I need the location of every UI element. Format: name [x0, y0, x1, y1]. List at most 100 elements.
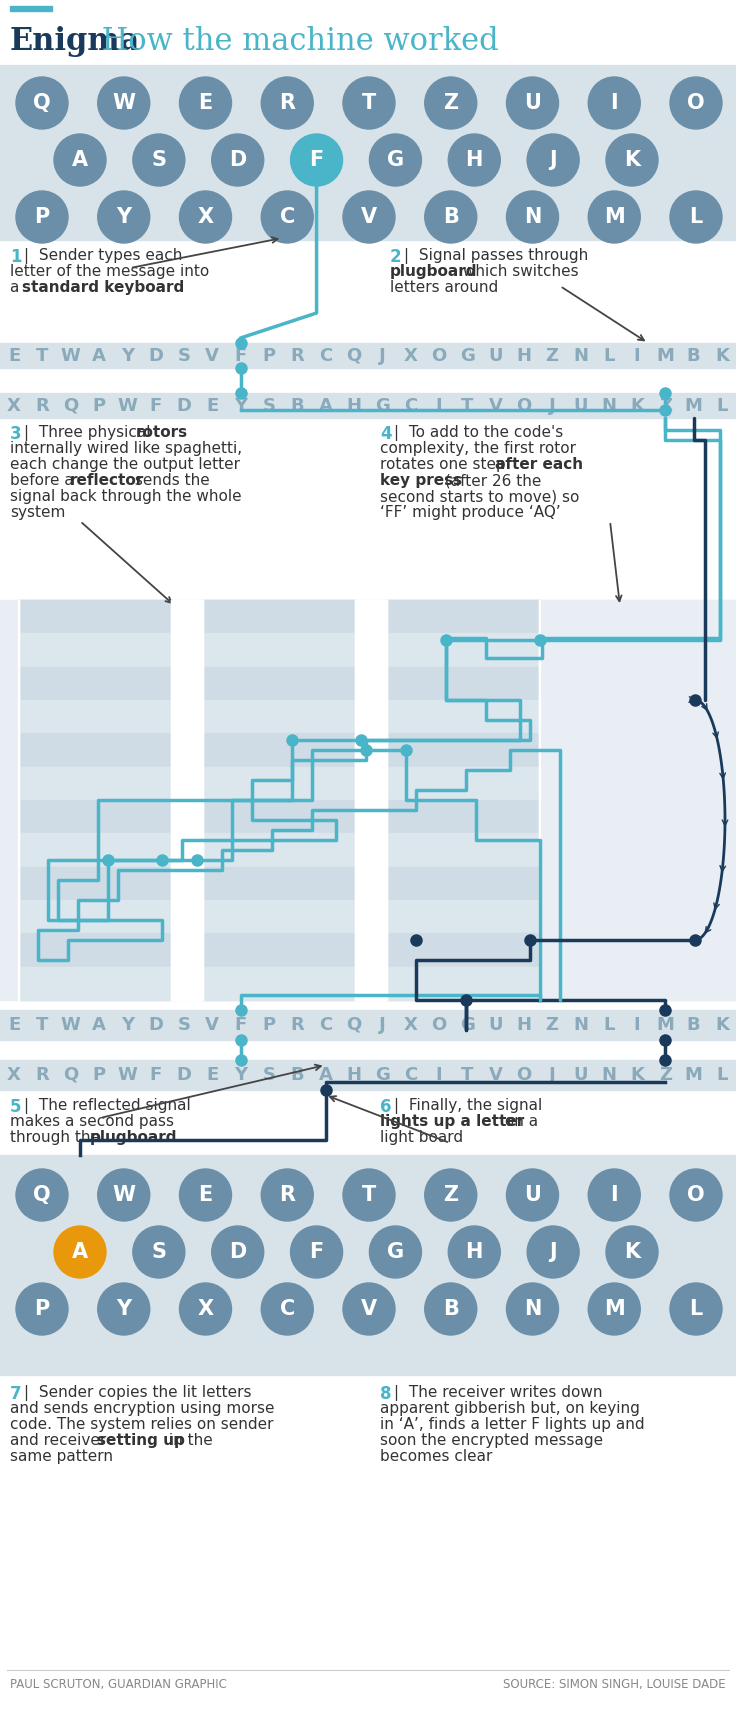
- Bar: [202, 734, 356, 766]
- Text: apparent gibberish but, on keying: apparent gibberish but, on keying: [380, 1402, 640, 1415]
- Text: P: P: [93, 397, 105, 414]
- Text: M: M: [604, 207, 625, 228]
- Bar: [202, 734, 356, 766]
- Text: U: U: [488, 1017, 503, 1034]
- Text: plugboard: plugboard: [390, 264, 478, 280]
- Text: O: O: [516, 397, 531, 414]
- Text: J: J: [549, 1243, 557, 1262]
- Circle shape: [506, 1282, 559, 1334]
- Text: W: W: [60, 1017, 80, 1034]
- Text: T: T: [36, 1017, 49, 1034]
- Text: N: N: [524, 1300, 541, 1319]
- Text: G: G: [375, 1067, 389, 1084]
- Text: N: N: [524, 207, 541, 228]
- Text: P: P: [93, 1067, 105, 1084]
- Text: D: D: [229, 1243, 247, 1262]
- Circle shape: [16, 1169, 68, 1220]
- Text: |  Finally, the signal: | Finally, the signal: [394, 1098, 542, 1113]
- Text: PAUL SCRUTON, GUARDIAN GRAPHIC: PAUL SCRUTON, GUARDIAN GRAPHIC: [10, 1678, 227, 1691]
- Bar: [386, 734, 540, 766]
- Bar: [171, 601, 172, 999]
- Circle shape: [670, 1169, 722, 1220]
- Text: I: I: [634, 1017, 640, 1034]
- Bar: [386, 601, 387, 999]
- Text: T: T: [36, 347, 49, 364]
- Bar: [202, 934, 356, 967]
- Text: K: K: [630, 1067, 644, 1084]
- Circle shape: [448, 1225, 500, 1277]
- Text: X: X: [7, 397, 21, 414]
- Text: F: F: [235, 1017, 247, 1034]
- Text: V: V: [489, 1067, 503, 1084]
- Text: J: J: [549, 397, 556, 414]
- Text: I: I: [436, 397, 442, 414]
- Text: T: T: [461, 1067, 473, 1084]
- Circle shape: [425, 78, 477, 129]
- Text: I: I: [436, 1067, 442, 1084]
- Circle shape: [16, 192, 68, 243]
- Bar: [202, 633, 356, 666]
- Bar: [386, 633, 540, 666]
- Text: O: O: [687, 93, 705, 112]
- Text: A: A: [92, 347, 106, 364]
- Text: Enigma: Enigma: [10, 26, 141, 57]
- Text: |  To add to the code's: | To add to the code's: [394, 425, 563, 442]
- Text: U: U: [524, 1186, 541, 1205]
- Text: J: J: [379, 1017, 386, 1034]
- Circle shape: [261, 192, 314, 243]
- Circle shape: [606, 135, 658, 186]
- Text: D: D: [177, 397, 191, 414]
- Bar: [202, 701, 356, 734]
- Bar: [0, 1010, 736, 1041]
- Text: S: S: [177, 347, 191, 364]
- Text: Y: Y: [234, 397, 247, 414]
- Text: F: F: [235, 347, 247, 364]
- Text: K: K: [630, 397, 644, 414]
- Text: before a: before a: [10, 473, 79, 488]
- Text: G: G: [387, 1243, 404, 1262]
- Text: lights up a letter: lights up a letter: [380, 1113, 524, 1129]
- Text: W: W: [113, 1186, 135, 1205]
- Text: G: G: [460, 1017, 475, 1034]
- Circle shape: [54, 1225, 106, 1277]
- Bar: [386, 899, 540, 934]
- Text: after each: after each: [495, 457, 583, 471]
- Bar: [18, 899, 172, 934]
- Text: T: T: [362, 93, 376, 112]
- Text: rotates one step: rotates one step: [380, 457, 511, 471]
- Text: ‘FF’ might produce ‘AQ’: ‘FF’ might produce ‘AQ’: [380, 506, 561, 520]
- Text: B: B: [443, 1300, 459, 1319]
- Circle shape: [261, 78, 314, 129]
- Text: How the machine worked: How the machine worked: [92, 26, 498, 57]
- Text: D: D: [177, 1067, 191, 1084]
- Bar: [202, 967, 356, 999]
- Text: M: M: [684, 1067, 703, 1084]
- Text: B: B: [687, 347, 701, 364]
- Text: 4: 4: [380, 425, 392, 444]
- Text: E: E: [8, 1017, 20, 1034]
- Text: Y: Y: [121, 347, 134, 364]
- Text: |  Sender copies the lit letters: | Sender copies the lit letters: [24, 1384, 252, 1402]
- Circle shape: [212, 1225, 263, 1277]
- Text: letters around: letters around: [390, 280, 498, 295]
- Text: J: J: [549, 1067, 556, 1084]
- Text: O: O: [516, 1067, 531, 1084]
- Text: U: U: [573, 397, 587, 414]
- Text: key press: key press: [380, 473, 462, 488]
- Text: Z: Z: [545, 347, 559, 364]
- Text: 3: 3: [10, 425, 21, 444]
- Bar: [202, 834, 356, 866]
- Bar: [386, 934, 540, 967]
- Text: F: F: [149, 397, 162, 414]
- Text: C: C: [404, 1067, 417, 1084]
- Text: W: W: [117, 397, 137, 414]
- Text: code. The system relies on sender: code. The system relies on sender: [10, 1417, 274, 1433]
- Bar: [0, 1155, 736, 1376]
- Bar: [202, 967, 356, 999]
- Bar: [386, 601, 540, 633]
- Text: L: L: [603, 1017, 615, 1034]
- Text: K: K: [715, 347, 729, 364]
- Circle shape: [588, 192, 640, 243]
- Bar: [202, 866, 356, 899]
- Text: H: H: [347, 1067, 361, 1084]
